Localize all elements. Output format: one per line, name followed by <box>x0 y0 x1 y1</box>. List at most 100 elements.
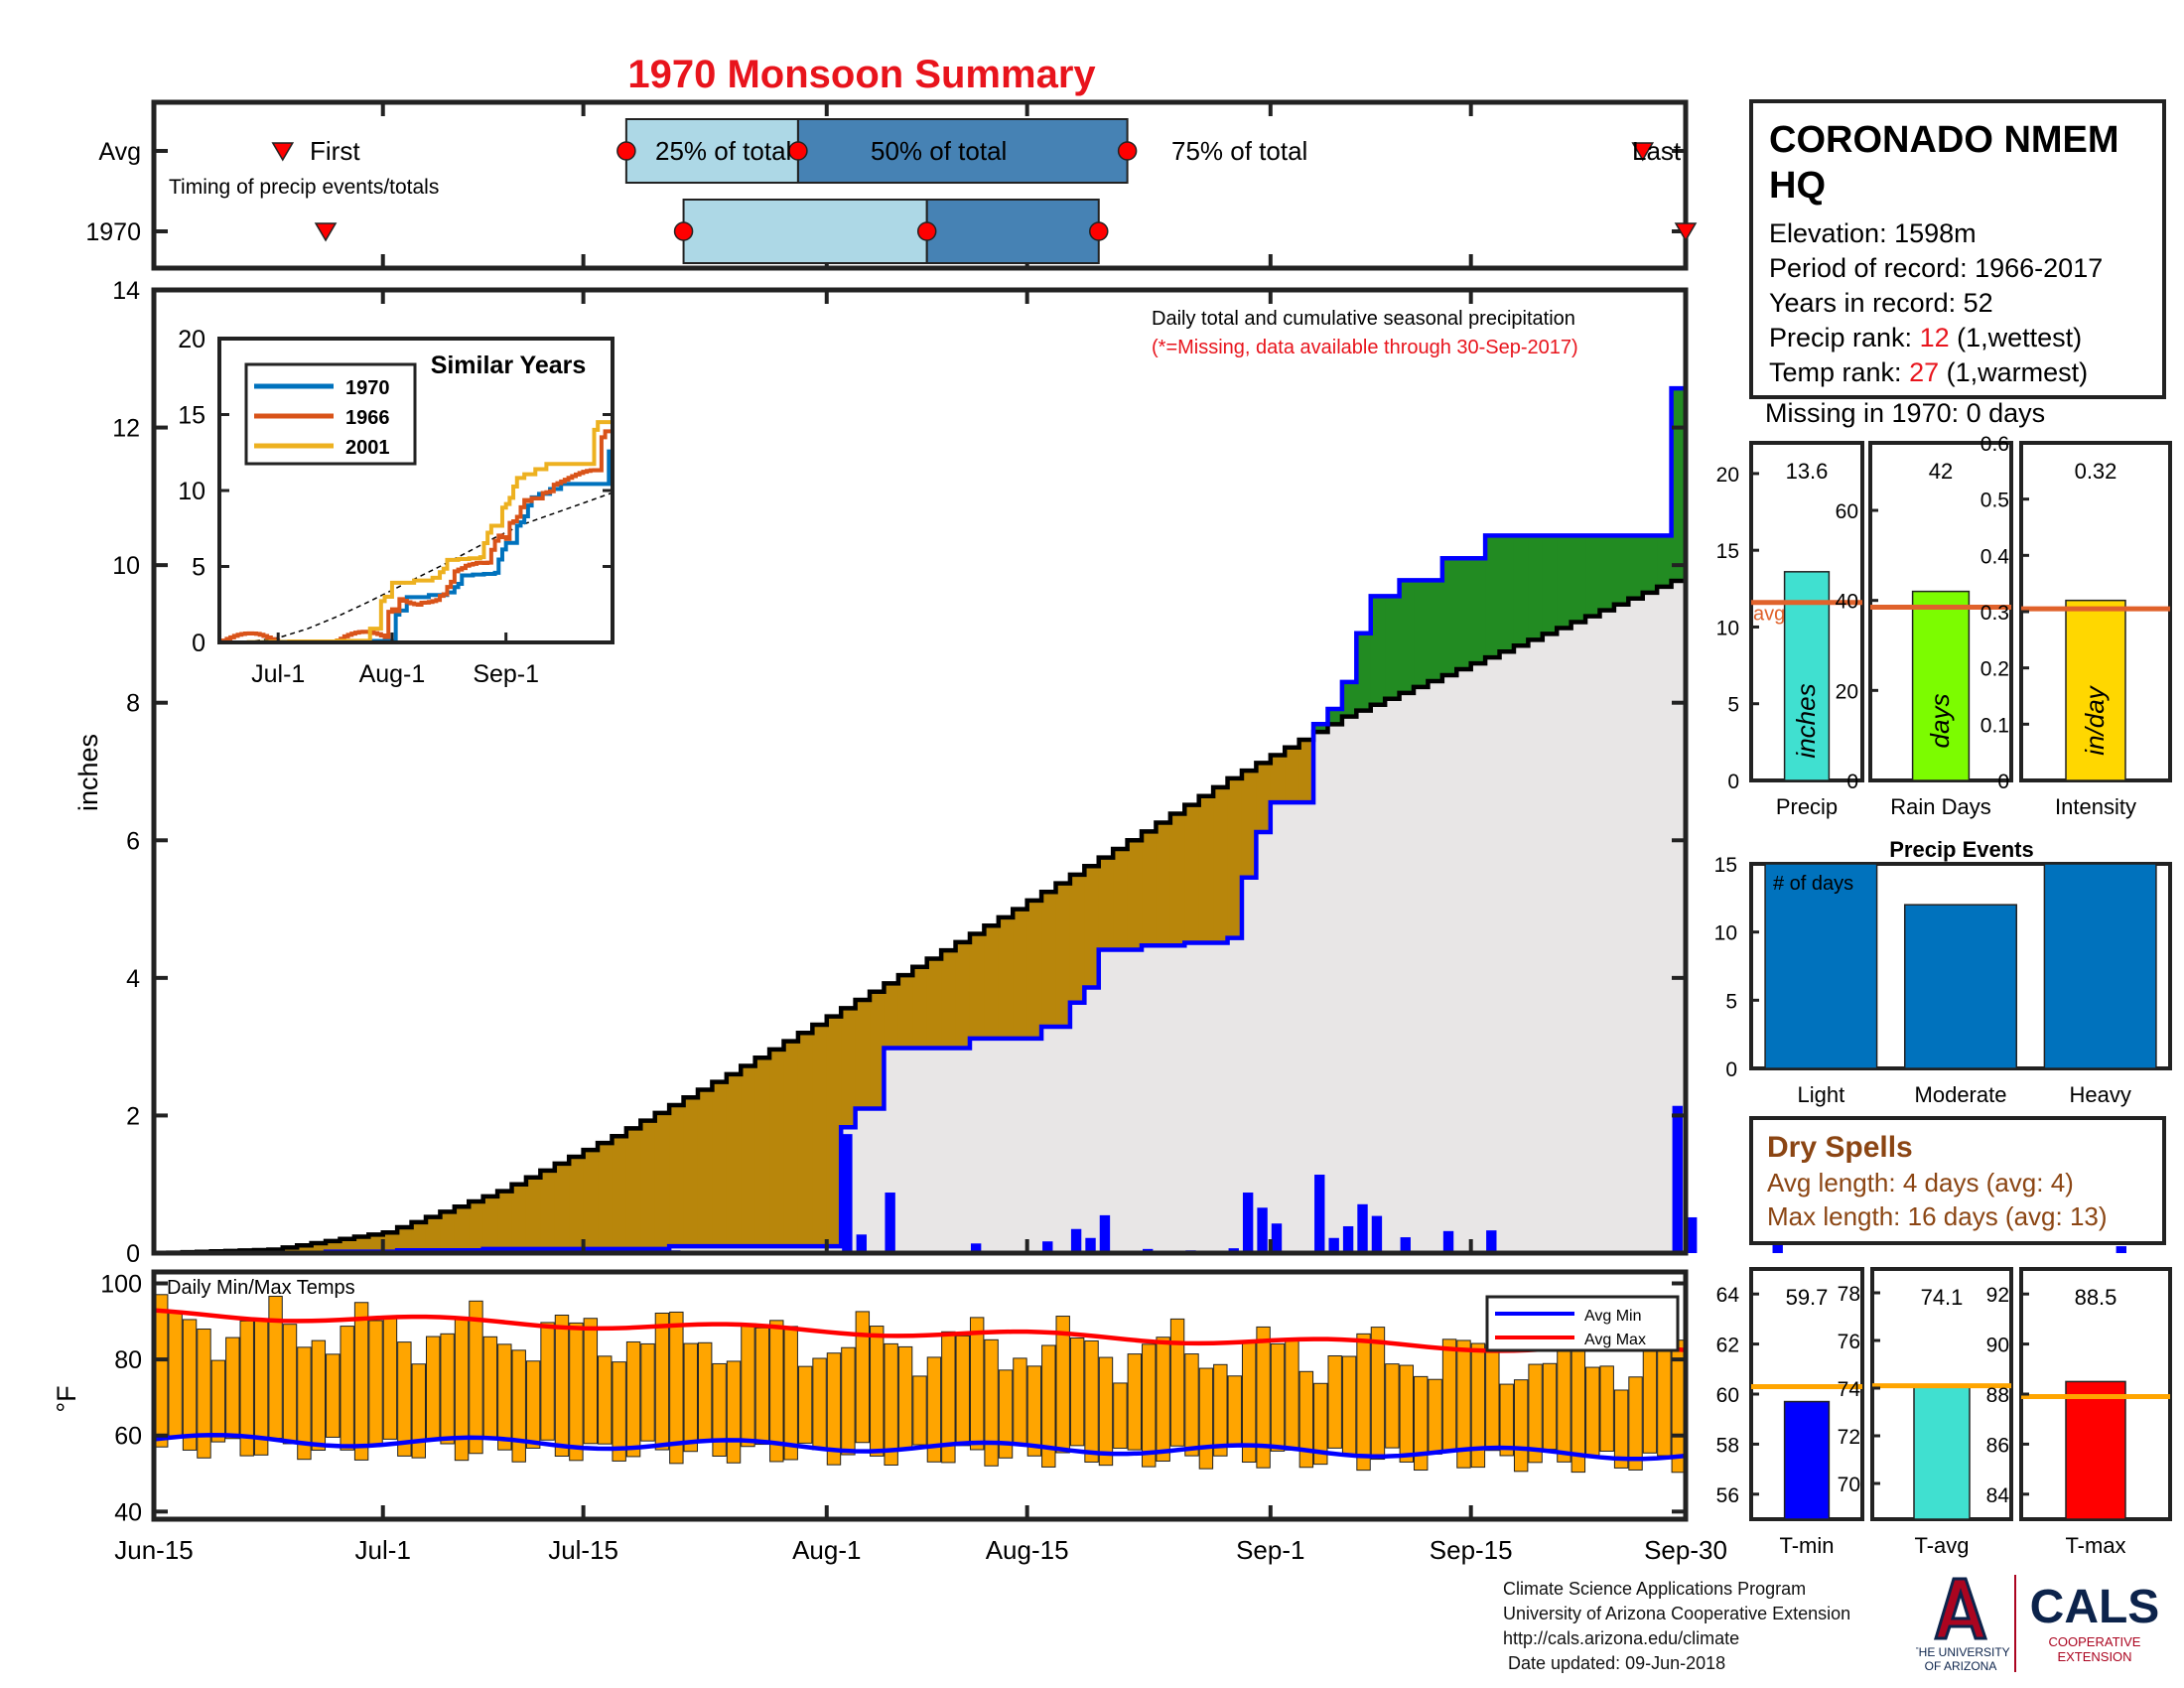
daily-temp-bar <box>1356 1333 1371 1472</box>
anomaly-fill <box>1528 535 1544 640</box>
avg-area-fill <box>669 1246 685 1253</box>
first-last-triangle <box>271 142 295 162</box>
first-last-triangle <box>1631 142 1655 162</box>
daily-temp-bar <box>855 1311 871 1444</box>
temps-axes-box <box>151 1269 1689 1522</box>
anomaly-fill <box>1585 535 1601 617</box>
stat-y-tick-label: 0 <box>1997 771 2009 793</box>
anomaly-fill <box>598 1143 614 1249</box>
avg-area-fill <box>1599 610 1615 1253</box>
daily-temp-bar <box>1013 1357 1027 1445</box>
daily-temp-bar <box>1169 1318 1185 1447</box>
footer-line-4: Date updated: 09-Jun-2018 <box>1503 1653 1726 1673</box>
avg-area-fill <box>1256 831 1272 1253</box>
anomaly-fill <box>511 1184 527 1249</box>
anomaly-fill <box>1213 786 1229 943</box>
inset-y-tick-label: 0 <box>192 630 205 657</box>
anomaly-fill <box>1098 857 1114 950</box>
avg-area-fill <box>1613 604 1629 1253</box>
stat-bar-Rain Days <box>1911 590 1971 781</box>
stat-y-tick-label: 70 <box>1838 1474 1860 1496</box>
daily-temp-bar <box>1485 1343 1500 1452</box>
events-y-tick-label: 5 <box>1725 990 1737 1013</box>
stat-y-tick-label: 60 <box>1836 500 1858 523</box>
daily-temp-bar <box>1256 1326 1271 1469</box>
stat-y-tick-label: 0.4 <box>1980 545 2010 568</box>
x-tick-label: Aug-15 <box>986 1535 1069 1565</box>
daily-temp-bar <box>984 1338 999 1467</box>
anomaly-fill <box>783 1041 799 1247</box>
daily-precip-bar <box>885 1193 895 1253</box>
stat-value-T-max: 88.5 <box>2075 1285 2117 1310</box>
anomaly-fill <box>1313 724 1329 733</box>
anomaly-fill <box>1055 883 1071 1028</box>
daily-temp-bar <box>1628 1376 1643 1471</box>
anomaly-fill <box>525 1177 541 1249</box>
daily-temp-bar <box>197 1329 211 1459</box>
daily-temp-bar <box>1142 1343 1157 1468</box>
station-name: CORONADO NMEM HQ <box>1769 117 2146 209</box>
avg-area-fill <box>726 1246 742 1253</box>
avg-area-fill <box>1084 987 1100 1253</box>
first-label: First <box>310 136 360 166</box>
daily-temp-bar <box>353 1302 369 1461</box>
avg-area-fill <box>1628 598 1644 1253</box>
daily-precip-bar <box>856 1234 867 1253</box>
anomaly-fill <box>497 1191 513 1249</box>
avg-area-fill <box>1169 945 1185 1253</box>
daily-temp-bar <box>525 1360 541 1449</box>
stat-avg-label: avg <box>1753 604 1785 626</box>
avg-area-fill <box>797 1246 813 1253</box>
stat-y-tick-label: 64 <box>1716 1284 1740 1307</box>
anomaly-fill <box>654 1112 670 1249</box>
daily-temp-bar <box>154 1294 169 1448</box>
daily-precip-bar <box>1042 1241 1053 1253</box>
stat-y-tick-label: 58 <box>1716 1434 1739 1457</box>
daily-precip-bar <box>1486 1230 1497 1253</box>
avg-area-fill <box>1657 586 1673 1253</box>
x-tick-label: Aug-1 <box>792 1535 861 1565</box>
inset-y-tick-label: 15 <box>178 402 205 430</box>
daily-temp-bar <box>182 1319 198 1451</box>
temps-y-axis-label: °F <box>52 1385 81 1412</box>
daily-temp-bar <box>612 1361 626 1462</box>
avg-area-fill <box>897 1048 913 1253</box>
daily-temp-bar <box>1599 1365 1614 1453</box>
anomaly-fill <box>1285 747 1300 803</box>
stat-label-T-avg: T-avg <box>1914 1533 1969 1558</box>
temp-rank-suffix: (1,warmest) <box>1939 357 2089 387</box>
daily-precip-bar <box>1314 1175 1325 1253</box>
daily-temp-bar <box>826 1352 842 1466</box>
anomaly-fill <box>1542 535 1558 634</box>
inset-legend-1970: 1970 <box>345 377 390 399</box>
daily-temp-bar <box>683 1342 698 1453</box>
years-in-record: Years in record: 52 <box>1769 288 1993 318</box>
p50-label: 50% of total <box>871 136 1007 166</box>
stat-y-tick-label: 20 <box>1836 680 1858 703</box>
ua-logo-line2: OF ARIZONA <box>1925 1659 1997 1673</box>
stat-bar-Precip <box>1783 571 1831 781</box>
logos: THE UNIVERSITY OF ARIZONA CALS COOPERATI… <box>1916 1575 2159 1673</box>
daily-precip-bar <box>1271 1223 1283 1253</box>
avg-area-fill <box>926 1048 942 1253</box>
events-y-tick-label: 15 <box>1714 854 1737 877</box>
anomaly-fill <box>1256 763 1272 832</box>
daily-temp-bar <box>569 1322 584 1462</box>
temp-rank-value: 27 <box>1909 357 1940 387</box>
daily-temp-bar <box>210 1359 226 1443</box>
daily-temp-bar <box>1055 1316 1070 1454</box>
legend-avg-max: Avg Max <box>1584 1332 1646 1348</box>
daily-temp-bar <box>168 1311 183 1437</box>
temp-rank-label: Temp rank: <box>1769 357 1910 387</box>
stat-unit-Rain Days: days <box>1925 694 1955 749</box>
avg-area-fill <box>1414 686 1430 1253</box>
first-last-triangle <box>1674 222 1698 242</box>
daily-temp-bar <box>368 1320 383 1446</box>
timing-marker <box>673 221 694 241</box>
daily-temp-bar <box>998 1369 1014 1459</box>
anomaly-fill <box>1198 795 1214 943</box>
anomaly-fill <box>1127 840 1143 950</box>
daily-temp-bar <box>1113 1382 1128 1450</box>
avg-area-fill <box>1485 657 1501 1253</box>
